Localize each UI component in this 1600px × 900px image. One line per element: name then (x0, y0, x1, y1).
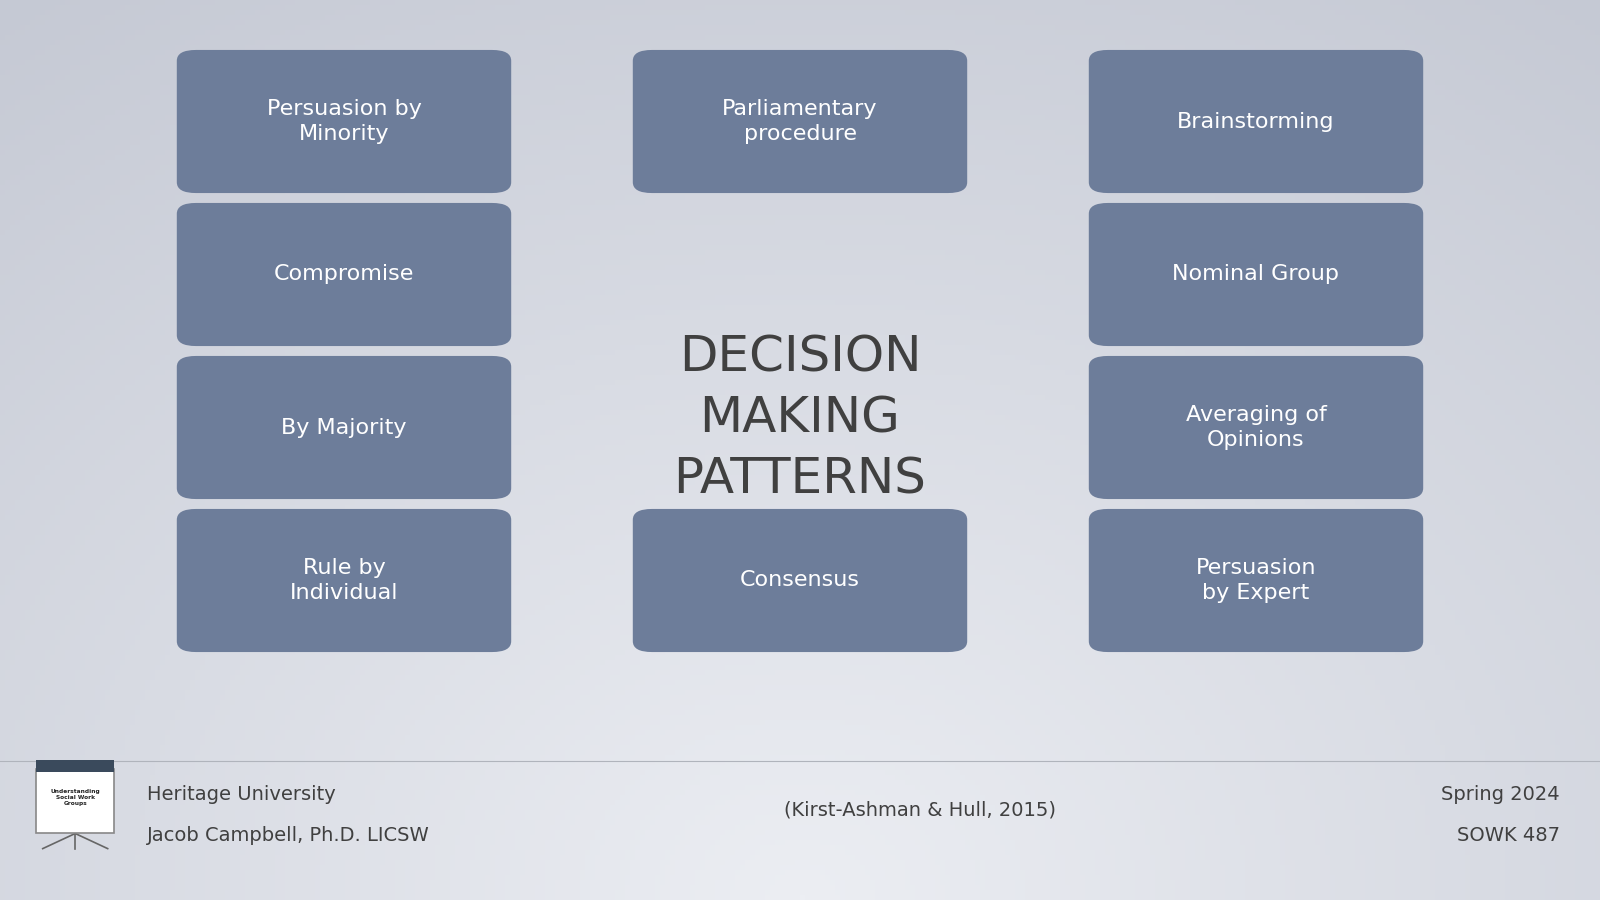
FancyBboxPatch shape (1088, 203, 1424, 346)
FancyBboxPatch shape (37, 770, 114, 833)
Text: Consensus: Consensus (739, 571, 861, 590)
FancyBboxPatch shape (178, 509, 512, 652)
FancyBboxPatch shape (632, 509, 966, 652)
Text: Understanding
Social Work
Groups: Understanding Social Work Groups (50, 789, 101, 806)
FancyBboxPatch shape (178, 203, 512, 346)
Text: SOWK 487: SOWK 487 (1458, 826, 1560, 845)
Text: Spring 2024: Spring 2024 (1442, 785, 1560, 804)
Text: DECISION
MAKING
PATTERNS: DECISION MAKING PATTERNS (674, 333, 926, 504)
FancyBboxPatch shape (178, 50, 512, 194)
FancyBboxPatch shape (178, 356, 512, 499)
FancyBboxPatch shape (37, 760, 114, 772)
Text: Persuasion by
Minority: Persuasion by Minority (267, 99, 421, 144)
Text: By Majority: By Majority (282, 418, 406, 437)
Text: Compromise: Compromise (274, 265, 414, 284)
Text: Parliamentary
procedure: Parliamentary procedure (722, 99, 878, 144)
FancyBboxPatch shape (1088, 509, 1424, 652)
Text: Nominal Group: Nominal Group (1173, 265, 1339, 284)
Text: Jacob Campbell, Ph.D. LICSW: Jacob Campbell, Ph.D. LICSW (147, 826, 430, 845)
FancyBboxPatch shape (1088, 50, 1424, 194)
Text: Rule by
Individual: Rule by Individual (290, 558, 398, 603)
Text: Averaging of
Opinions: Averaging of Opinions (1186, 405, 1326, 450)
Text: Brainstorming: Brainstorming (1178, 112, 1334, 131)
FancyBboxPatch shape (632, 50, 966, 194)
Text: (Kirst-Ashman & Hull, 2015): (Kirst-Ashman & Hull, 2015) (784, 800, 1056, 820)
Text: Heritage University: Heritage University (147, 785, 336, 804)
FancyBboxPatch shape (1088, 356, 1424, 499)
Text: Persuasion
by Expert: Persuasion by Expert (1195, 558, 1317, 603)
